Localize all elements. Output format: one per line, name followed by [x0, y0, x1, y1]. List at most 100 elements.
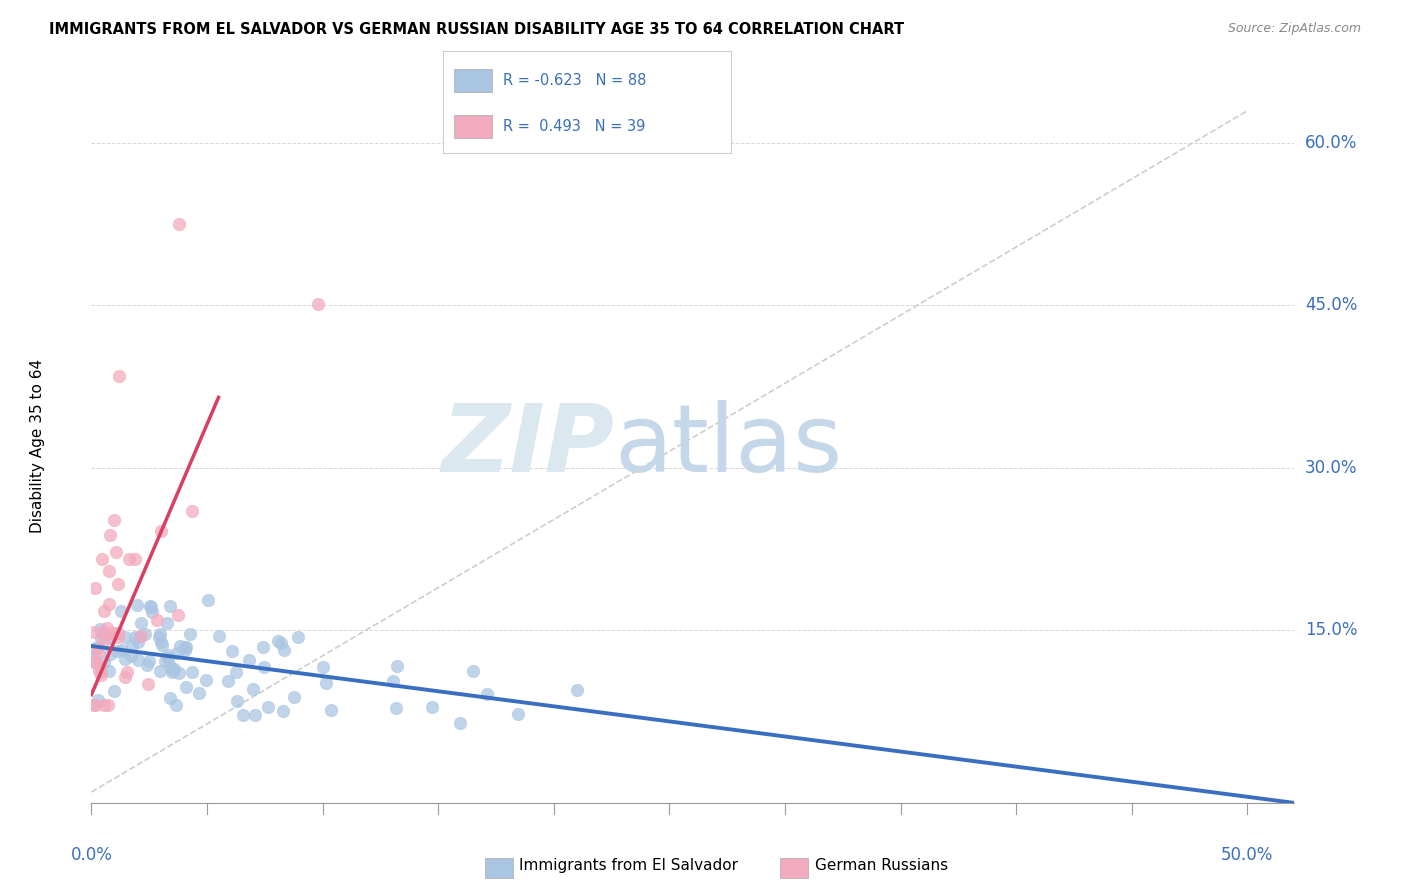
Text: IMMIGRANTS FROM EL SALVADOR VS GERMAN RUSSIAN DISABILITY AGE 35 TO 64 CORRELATIO: IMMIGRANTS FROM EL SALVADOR VS GERMAN RU… [49, 22, 904, 37]
Point [181, 665, 204, 679]
Point [93, 604, 115, 618]
Point [150, 634, 173, 648]
Point [225, 665, 247, 680]
Point [93, 632, 115, 647]
Point [87, 647, 110, 661]
Point [90, 667, 112, 681]
Point [179, 627, 201, 641]
Bar [454, 115, 492, 138]
Point [87, 640, 110, 655]
Point [273, 643, 295, 657]
Point [271, 704, 294, 718]
Point [107, 626, 129, 640]
Point [83, 698, 105, 713]
Point [97, 698, 120, 713]
Point [127, 652, 149, 666]
Point [114, 652, 136, 666]
Point [321, 703, 343, 717]
Text: Immigrants from El Salvador: Immigrants from El Salvador [519, 858, 738, 872]
Point [287, 630, 309, 644]
Point [174, 640, 197, 654]
Point [83, 655, 105, 669]
Point [165, 698, 187, 713]
Point [91, 626, 114, 640]
Text: 45.0%: 45.0% [1305, 296, 1357, 315]
Point [107, 577, 129, 591]
Point [84, 581, 107, 595]
Point [197, 592, 219, 607]
Point [270, 636, 292, 650]
Point [381, 673, 404, 688]
Point [156, 615, 179, 630]
Point [174, 680, 197, 694]
Point [105, 545, 128, 559]
Point [138, 677, 160, 691]
Point [129, 629, 152, 643]
Point [162, 663, 184, 677]
Point [150, 524, 173, 539]
Point [98, 631, 121, 645]
Text: R = -0.623   N = 88: R = -0.623 N = 88 [503, 73, 647, 88]
Point [167, 218, 190, 232]
Point [252, 660, 274, 674]
Point [226, 693, 249, 707]
Point [90, 632, 112, 646]
Point [124, 630, 146, 644]
Point [98, 664, 121, 678]
Point [194, 673, 217, 687]
Point [238, 653, 260, 667]
Point [91, 552, 114, 566]
Point [89, 665, 111, 679]
Point [475, 687, 498, 701]
Point [105, 644, 128, 658]
Point [159, 599, 181, 613]
Point [139, 599, 162, 614]
Point [89, 622, 111, 636]
Bar [454, 70, 492, 92]
Point [96, 621, 118, 635]
Point [449, 715, 471, 730]
Point [118, 552, 141, 566]
Point [181, 504, 204, 518]
Point [169, 639, 191, 653]
Point [121, 640, 143, 654]
Point [87, 692, 110, 706]
Point [565, 682, 588, 697]
Text: atlas: atlas [614, 400, 842, 492]
Point [461, 664, 484, 678]
Point [134, 627, 156, 641]
Point [129, 615, 152, 630]
Point [124, 551, 146, 566]
Point [103, 684, 125, 698]
Point [83, 640, 105, 655]
Point [283, 690, 305, 704]
Point [157, 648, 180, 662]
Point [114, 669, 136, 683]
Text: 30.0%: 30.0% [1305, 458, 1358, 476]
Point [83, 625, 105, 640]
Point [107, 631, 129, 645]
Point [506, 707, 529, 722]
Point [120, 649, 142, 664]
Point [188, 686, 211, 700]
Point [174, 643, 197, 657]
Point [166, 646, 188, 660]
Point [160, 665, 183, 679]
Point [98, 597, 121, 611]
Point [242, 682, 264, 697]
Text: R =  0.493   N = 39: R = 0.493 N = 39 [503, 120, 645, 135]
Point [141, 606, 163, 620]
Text: 60.0%: 60.0% [1305, 135, 1357, 153]
Point [163, 662, 186, 676]
Point [101, 626, 124, 640]
Point [315, 676, 337, 690]
Text: ZIP: ZIP [441, 400, 614, 492]
Point [96, 626, 118, 640]
Point [84, 698, 107, 713]
Point [86, 657, 108, 671]
Point [135, 657, 157, 672]
Point [266, 634, 288, 648]
Point [97, 564, 120, 578]
Point [159, 659, 181, 673]
Point [257, 700, 280, 714]
